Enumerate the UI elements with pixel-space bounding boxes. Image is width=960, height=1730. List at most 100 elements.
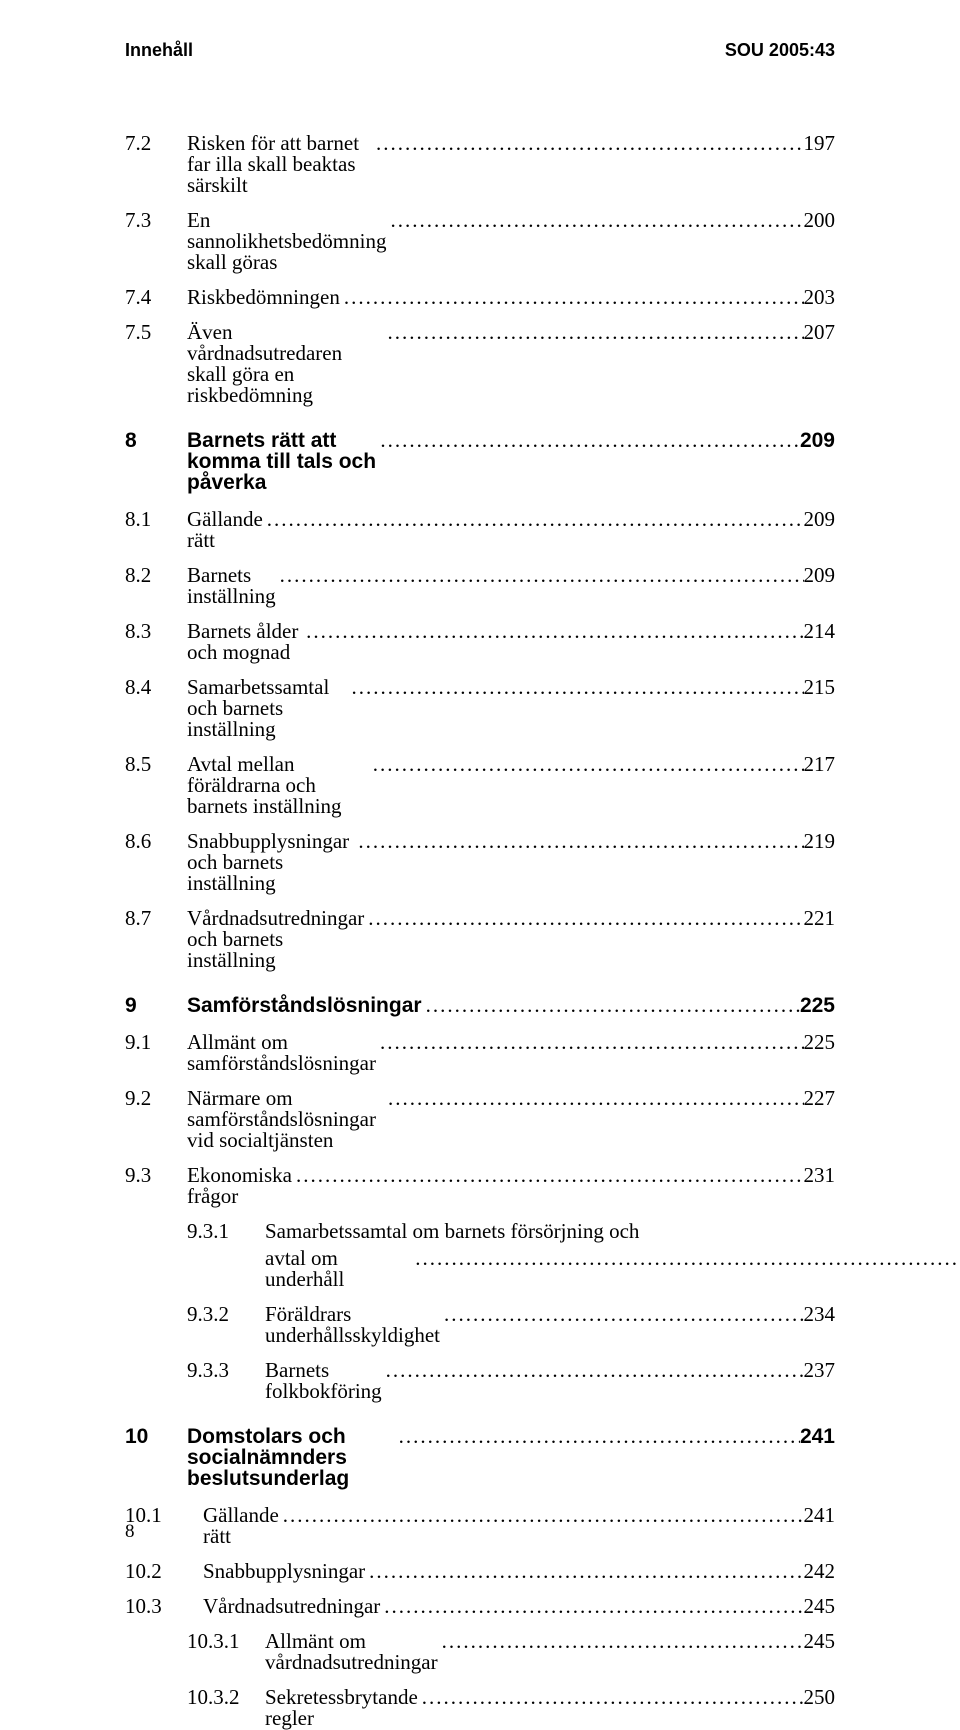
document-page: Innehåll SOU 2005:43 7.2Risken för att b… bbox=[0, 0, 960, 1595]
leader-dots: ........................................… bbox=[340, 287, 804, 308]
toc-entry-number: 9.2 bbox=[125, 1088, 187, 1109]
toc-row: 8Barnets rätt att komma till tals och på… bbox=[125, 430, 835, 493]
toc-entry-title: Föräldrars underhållsskyldighet bbox=[265, 1304, 440, 1346]
leader-dots: ........................................… bbox=[279, 1505, 804, 1526]
toc-row: 10.1Gällande rätt.......................… bbox=[125, 1505, 835, 1547]
leader-dots: ........................................… bbox=[384, 1088, 803, 1109]
toc-entry-number: 10.3.2 bbox=[187, 1687, 265, 1708]
toc-entry-number: 9.3.2 bbox=[187, 1304, 265, 1325]
toc-row: 10.3.1Allmänt om vårdnadsutredningar....… bbox=[125, 1631, 835, 1673]
toc-entry-number: 8.5 bbox=[125, 754, 187, 775]
leader-dots: ........................................… bbox=[440, 1304, 804, 1325]
toc-entry-number: 9.1 bbox=[125, 1032, 187, 1053]
toc-row: 8.7Vårdnadsutredningar och barnets instä… bbox=[125, 908, 835, 971]
toc-entry-page: 234 bbox=[804, 1304, 836, 1325]
leader-dots: ........................................… bbox=[354, 831, 803, 852]
toc-row: 10.3Vårdnadsutredningar.................… bbox=[125, 1596, 835, 1617]
toc-entry-number: 9.3.1 bbox=[187, 1221, 265, 1242]
toc-entry-title-line1: Samarbetssamtal om barnets försörjning o… bbox=[265, 1221, 960, 1242]
toc-entry-page: 250 bbox=[804, 1687, 836, 1708]
toc-entry-title: Snabbupplysningar bbox=[203, 1561, 365, 1582]
toc-row: 9.3.1Samarbetssamtal om barnets försörjn… bbox=[125, 1221, 835, 1290]
toc-row: 8.2Barnets inställning..................… bbox=[125, 565, 835, 607]
toc-entry-title: Domstolars och socialnämnders beslutsund… bbox=[187, 1426, 395, 1489]
leader-dots: ........................................… bbox=[438, 1631, 804, 1652]
header-left: Innehåll bbox=[125, 40, 193, 61]
toc-entry-title: Barnets ålder och mognad bbox=[187, 621, 302, 663]
toc-entry-page: 209 bbox=[800, 430, 835, 451]
toc-entry-page: 221 bbox=[804, 908, 836, 929]
toc-entry-page: 225 bbox=[804, 1032, 836, 1053]
toc-row: 8.1Gällande rätt........................… bbox=[125, 509, 835, 551]
leader-dots: ........................................… bbox=[380, 1596, 803, 1617]
toc-entry-page: 217 bbox=[804, 754, 836, 775]
toc-row: 9Samförståndslösningar..................… bbox=[125, 995, 835, 1016]
toc-entry-title: Samförståndslösningar bbox=[187, 995, 422, 1016]
toc-row: 8.3Barnets ålder och mognad.............… bbox=[125, 621, 835, 663]
toc-entry-number: 9.3.3 bbox=[187, 1360, 265, 1381]
toc-entry-title: Närmare om samförståndslösningar vid soc… bbox=[187, 1088, 384, 1151]
leader-dots: ........................................… bbox=[372, 133, 804, 154]
leader-dots: ........................................… bbox=[263, 509, 804, 530]
toc-entry-title: Riskbedömningen bbox=[187, 287, 340, 308]
toc-entry-page: 209 bbox=[804, 565, 836, 586]
leader-dots: ........................................… bbox=[418, 1687, 804, 1708]
toc-entry-page: 197 bbox=[804, 133, 836, 154]
toc-entry-number: 9 bbox=[125, 995, 187, 1016]
leader-dots: ........................................… bbox=[382, 1360, 804, 1381]
toc-entry-title: Gällande rätt bbox=[187, 509, 263, 551]
leader-dots: ........................................… bbox=[386, 210, 803, 231]
toc-entry-title-line2: avtal om underhåll bbox=[265, 1248, 411, 1290]
toc-row: 9.1Allmänt om samförståndslösningar.....… bbox=[125, 1032, 835, 1074]
toc-entry-number: 10.2 bbox=[125, 1561, 203, 1582]
toc-entry-number: 8.4 bbox=[125, 677, 187, 698]
toc-entry-title: Snabbupplysningar och barnets inställnin… bbox=[187, 831, 354, 894]
toc-entry-number: 10.3 bbox=[125, 1596, 203, 1617]
leader-dots: ........................................… bbox=[364, 908, 803, 929]
toc-entry-number: 9.3 bbox=[125, 1165, 187, 1186]
leader-dots: ........................................… bbox=[369, 754, 804, 775]
toc-entry-number: 10 bbox=[125, 1426, 187, 1447]
toc-entry-page: 245 bbox=[804, 1631, 836, 1652]
toc-entry-page: 241 bbox=[800, 1426, 835, 1447]
toc-entry-title: Gällande rätt bbox=[203, 1505, 279, 1547]
toc-entry-page: 200 bbox=[804, 210, 836, 231]
toc-row: 9.2Närmare om samförståndslösningar vid … bbox=[125, 1088, 835, 1151]
toc-entry-number: 10.1 bbox=[125, 1505, 203, 1526]
toc-entry-number: 10.3.1 bbox=[187, 1631, 265, 1652]
toc-entry-page: 237 bbox=[804, 1360, 836, 1381]
toc-entry-title: Risken för att barnet far illa skall bea… bbox=[187, 133, 372, 196]
toc-entry-title: Barnets inställning bbox=[187, 565, 276, 607]
leader-dots: ........................................… bbox=[365, 1561, 803, 1582]
toc-entry-number: 7.2 bbox=[125, 133, 187, 154]
toc-entry-title: Allmänt om samförståndslösningar bbox=[187, 1032, 376, 1074]
toc-entry-number: 7.3 bbox=[125, 210, 187, 231]
toc-row: 7.5Även vårdnadsutredaren skall göra en … bbox=[125, 322, 835, 406]
toc-row: 8.6Snabbupplysningar och barnets inställ… bbox=[125, 831, 835, 894]
toc-row: 7.3En sannolikhetsbedömning skall göras.… bbox=[125, 210, 835, 273]
toc-row: 9.3.3Barnets folkbokföring..............… bbox=[125, 1360, 835, 1402]
leader-dots: ........................................… bbox=[411, 1248, 960, 1269]
toc-entry-title: Vårdnadsutredningar och barnets inställn… bbox=[187, 908, 364, 971]
toc-entry-page: 242 bbox=[804, 1561, 836, 1582]
leader-dots: ........................................… bbox=[376, 430, 800, 451]
toc-entry-title: Ekonomiska frågor bbox=[187, 1165, 292, 1207]
toc-entry-page: 215 bbox=[804, 677, 836, 698]
toc-entry-page: 203 bbox=[804, 287, 836, 308]
toc-row: 10.3.2Sekretessbrytande regler..........… bbox=[125, 1687, 835, 1729]
toc-row: 10Domstolars och socialnämnders beslutsu… bbox=[125, 1426, 835, 1489]
toc-row: 8.4Samarbetssamtal och barnets inställni… bbox=[125, 677, 835, 740]
leader-dots: ........................................… bbox=[276, 565, 804, 586]
leader-dots: ........................................… bbox=[395, 1426, 800, 1447]
toc-entry-page: 219 bbox=[804, 831, 836, 852]
toc-entry-page: 245 bbox=[804, 1596, 836, 1617]
leader-dots: ........................................… bbox=[292, 1165, 804, 1186]
toc-entry-page: 241 bbox=[804, 1505, 836, 1526]
toc-entry-number: 8.7 bbox=[125, 908, 187, 929]
toc-entry-title: Vårdnadsutredningar bbox=[203, 1596, 380, 1617]
toc-row: 9.3.2Föräldrars underhållsskyldighet....… bbox=[125, 1304, 835, 1346]
toc-entry-number: 8.3 bbox=[125, 621, 187, 642]
toc-entry-title: Sekretessbrytande regler bbox=[265, 1687, 418, 1729]
toc-entry-title: Samarbetssamtal och barnets inställning bbox=[187, 677, 348, 740]
toc-entry-title: En sannolikhetsbedömning skall göras bbox=[187, 210, 386, 273]
